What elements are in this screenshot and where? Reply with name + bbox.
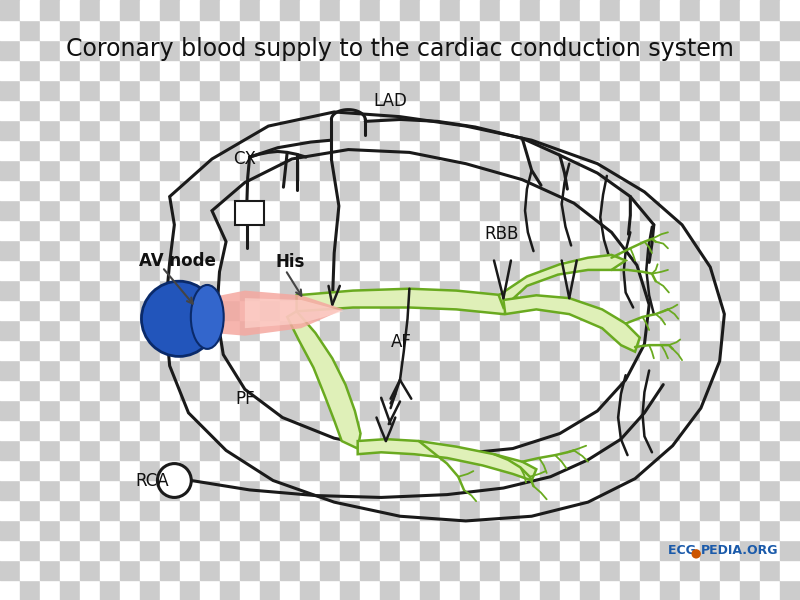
Text: PEDIA.ORG: PEDIA.ORG [701, 544, 778, 557]
Text: His: His [276, 253, 306, 271]
Text: Coronary blood supply to the cardiac conduction system: Coronary blood supply to the cardiac con… [66, 37, 734, 61]
Text: LAD: LAD [374, 92, 407, 110]
Text: PF: PF [235, 390, 255, 408]
Polygon shape [297, 289, 532, 314]
Ellipse shape [191, 285, 224, 349]
Text: ECG: ECG [668, 544, 700, 557]
Text: CX: CX [233, 150, 255, 168]
Text: RBB: RBB [485, 225, 519, 243]
Polygon shape [245, 298, 343, 328]
Polygon shape [358, 439, 536, 481]
Circle shape [158, 464, 191, 497]
Text: AF: AF [390, 334, 411, 352]
Polygon shape [498, 255, 626, 308]
Ellipse shape [142, 281, 217, 356]
Circle shape [691, 549, 701, 559]
Text: RCA: RCA [135, 472, 169, 490]
Bar [235, 201, 264, 225]
Polygon shape [207, 290, 343, 336]
Text: AV node: AV node [138, 251, 215, 269]
Polygon shape [503, 295, 640, 352]
Polygon shape [287, 311, 361, 449]
